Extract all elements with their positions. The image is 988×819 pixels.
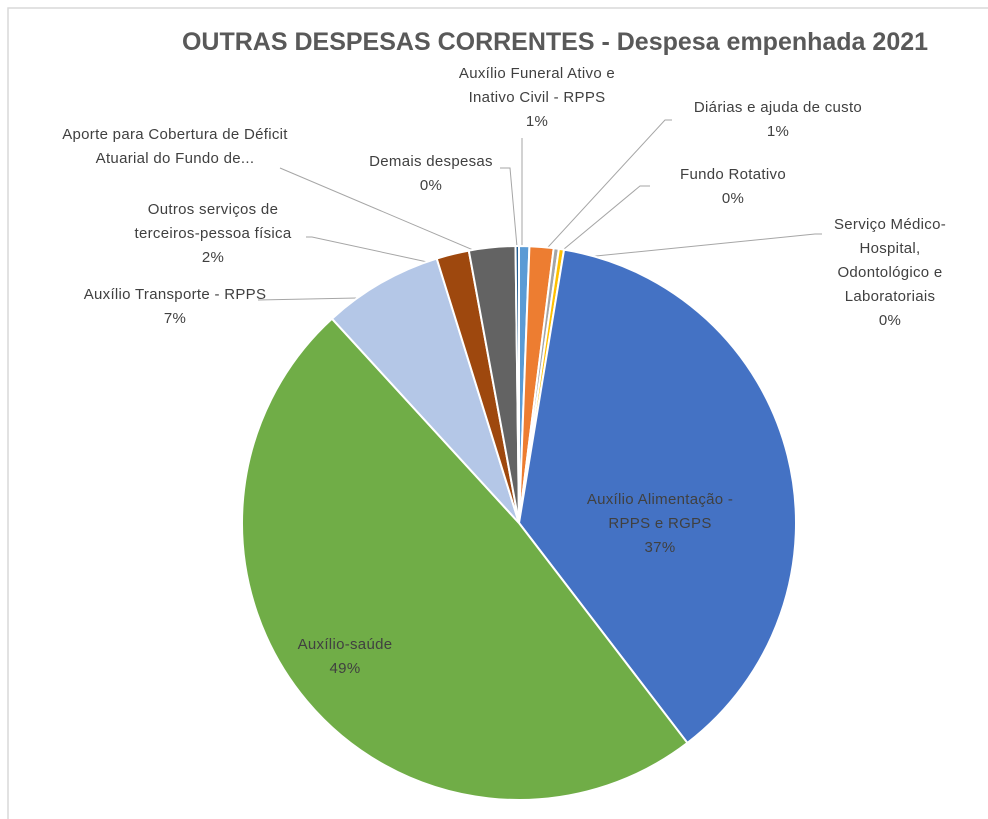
- data-label: Diárias e ajuda de custo 1%: [668, 96, 888, 144]
- category-label: Aporte para Cobertura de Déficit Atuaria…: [62, 126, 288, 167]
- pie-slice: [514, 244, 520, 524]
- pie: [241, 244, 797, 801]
- data-label: Auxílio Alimentação - RPPS e RGPS 37%: [565, 488, 755, 560]
- data-label: Serviço Médico-Hospital, Odontológico e …: [815, 213, 965, 333]
- value-label: 0%: [878, 312, 902, 329]
- leader-line: [551, 185, 650, 260]
- value-label: 1%: [766, 123, 790, 140]
- value-label: 0%: [721, 190, 745, 207]
- data-label: Fundo Rotativo 0%: [653, 163, 813, 211]
- leader-line: [500, 167, 519, 259]
- value-label: 1%: [525, 113, 549, 130]
- category-label: Auxílio Alimentação - RPPS e RGPS: [586, 491, 734, 532]
- leader-line: [537, 119, 672, 259]
- pie-slice: [517, 248, 797, 745]
- value-label: 2%: [201, 249, 225, 266]
- frame: [7, 7, 988, 819]
- value-label: 49%: [329, 660, 361, 677]
- data-label: Demais despesas 0%: [351, 150, 511, 198]
- category-label: Demais despesas: [369, 153, 493, 170]
- category-label: Auxílio Funeral Ativo e Inativo Civil - …: [458, 65, 616, 106]
- leader-line: [306, 236, 456, 269]
- category-label: Serviço Médico-Hospital, Odontológico e …: [833, 216, 947, 305]
- data-label: Auxílio Transporte - RPPS 7%: [80, 283, 270, 331]
- data-label: Auxílio Funeral Ativo e Inativo Civil - …: [447, 62, 627, 134]
- category-label: Fundo Rotativo: [680, 166, 786, 183]
- category-label: Auxílio-saúde: [297, 636, 393, 653]
- chart-title: OUTRAS DESPESAS CORRENTES - Despesa empe…: [181, 28, 929, 56]
- category-label: Outros serviços de terceiros-pessoa físi…: [134, 201, 292, 242]
- data-label: Auxílio-saúde 49%: [265, 633, 425, 681]
- data-label: Aporte para Cobertura de Déficit Atuaria…: [50, 123, 300, 171]
- pie-slice: [241, 317, 689, 801]
- value-label: 7%: [163, 310, 187, 327]
- category-label: Auxílio Transporte - RPPS: [83, 286, 267, 303]
- data-label: Outros serviços de terceiros-pessoa físi…: [113, 198, 313, 270]
- category-label: Diárias e ajuda de custo: [693, 99, 863, 116]
- leader-line: [279, 167, 493, 259]
- pie-slice: [330, 257, 520, 524]
- value-label: 37%: [644, 539, 676, 556]
- leader-line: [555, 233, 822, 261]
- value-label: 0%: [419, 177, 443, 194]
